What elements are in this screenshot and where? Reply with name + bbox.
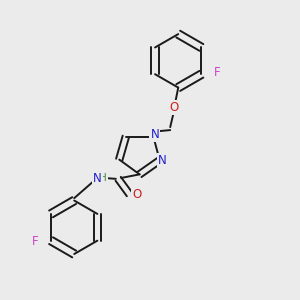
Text: H: H xyxy=(100,173,107,183)
Text: N: N xyxy=(158,154,167,167)
Text: O: O xyxy=(169,101,178,114)
Text: F: F xyxy=(214,66,220,79)
Text: O: O xyxy=(132,188,142,201)
Text: N: N xyxy=(93,172,101,185)
Text: N: N xyxy=(151,128,159,141)
Text: F: F xyxy=(32,235,39,248)
